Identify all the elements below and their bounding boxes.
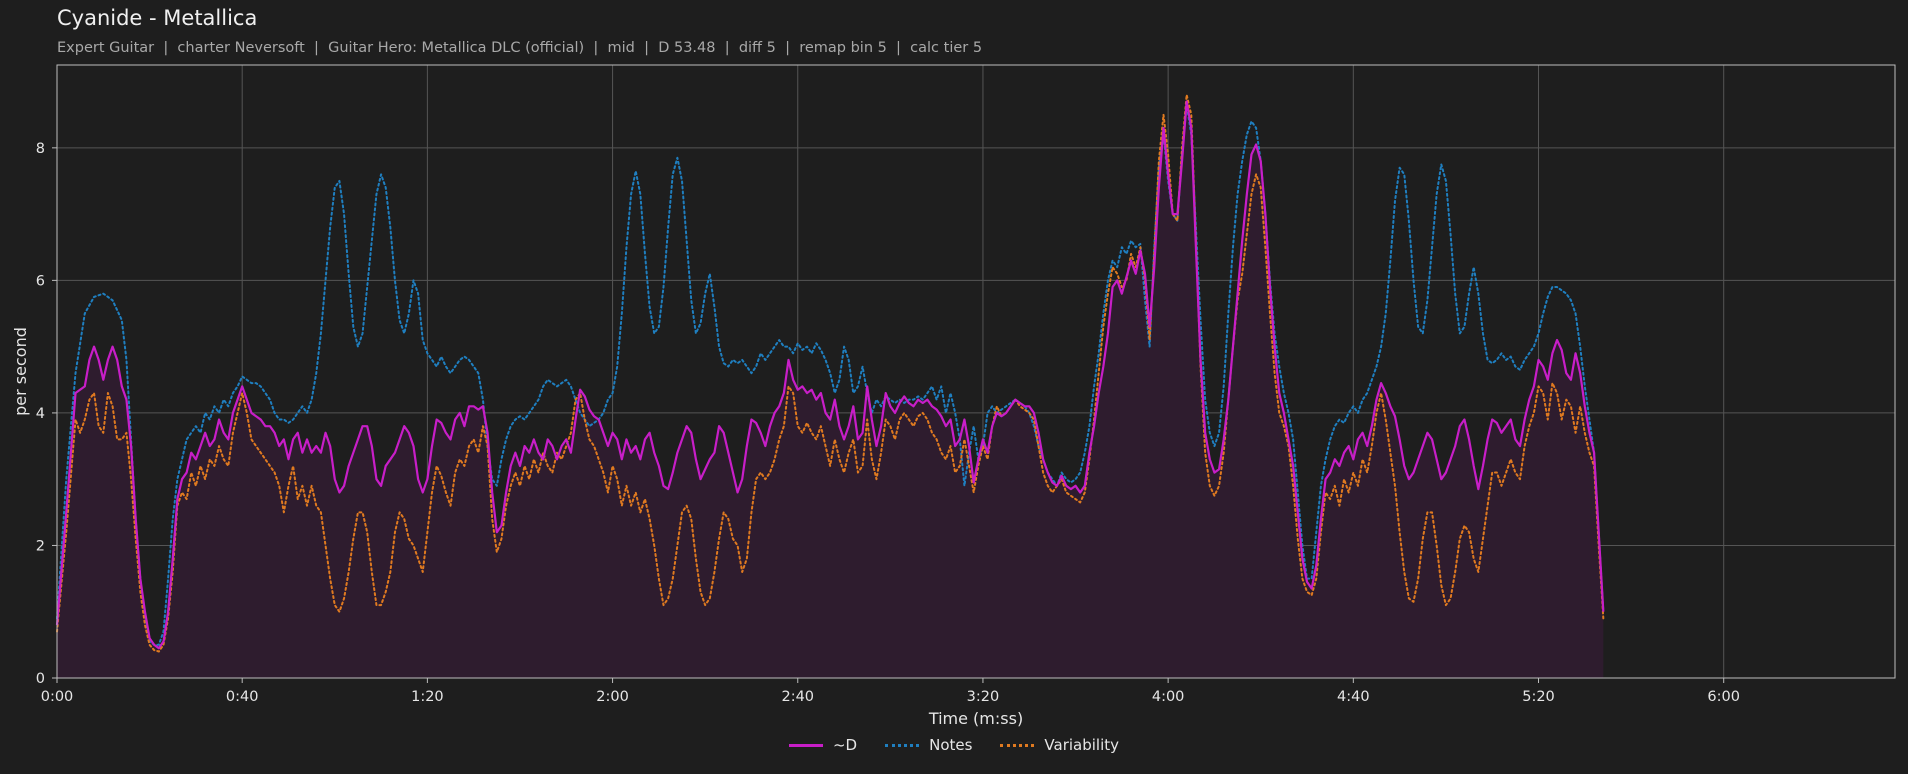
legend-label-variability: Variability <box>1044 736 1120 754</box>
series-line-variability <box>56 93 1605 653</box>
series-line-notes <box>56 103 1605 646</box>
y-tick-label: 2 <box>36 538 45 554</box>
x-tick-label: 4:40 <box>1337 689 1370 705</box>
x-tick-label: 6:00 <box>1707 689 1740 705</box>
legend-item-notes: Notes <box>885 736 972 754</box>
legend-swatch-d <box>788 743 823 747</box>
legend-item-variability: Variability <box>1000 736 1119 754</box>
x-tick-label: 2:40 <box>781 689 814 705</box>
x-tick-label: 2:00 <box>596 689 629 705</box>
legend-item-d: ~D <box>788 736 858 754</box>
y-tick-label: 6 <box>36 273 45 289</box>
series-fill-d <box>57 101 1604 678</box>
series-line-d <box>55 100 1605 650</box>
chart-legend: ~D Notes Variability <box>0 736 1908 754</box>
x-tick-label: 0:00 <box>41 689 74 705</box>
d-area-fill <box>57 101 1604 678</box>
chart-subtitle: Expert Guitar | charter Neversoft | Guit… <box>57 40 983 56</box>
y-tick-label: 0 <box>36 671 45 687</box>
x-tick-label: 4:00 <box>1152 689 1185 705</box>
plot-frame <box>56 64 1896 679</box>
x-tick-label: 1:20 <box>411 689 444 705</box>
axis-ticks: 0:00 0:40 1:20 2:00 2:40 3:20 4:00 4:40 5:20 6:00… <box>36 141 1740 705</box>
x-tick-label: 5:20 <box>1522 689 1555 705</box>
legend-label-notes: Notes <box>929 736 973 754</box>
legend-swatch-variability <box>1000 743 1035 747</box>
legend-label-d: ~D <box>832 736 858 754</box>
x-tick-label: 3:20 <box>967 689 1000 705</box>
x-tick-label: 0:40 <box>226 689 259 705</box>
y-tick-label: 8 <box>36 141 45 157</box>
series-lines <box>55 93 1605 653</box>
legend-swatch-notes <box>885 743 920 747</box>
x-axis-label: Time (m:ss) <box>928 709 1023 728</box>
chart-title: Cyanide - Metallica <box>57 6 258 30</box>
y-axis-label: per second <box>11 327 30 416</box>
y-tick-label: 4 <box>36 406 45 422</box>
